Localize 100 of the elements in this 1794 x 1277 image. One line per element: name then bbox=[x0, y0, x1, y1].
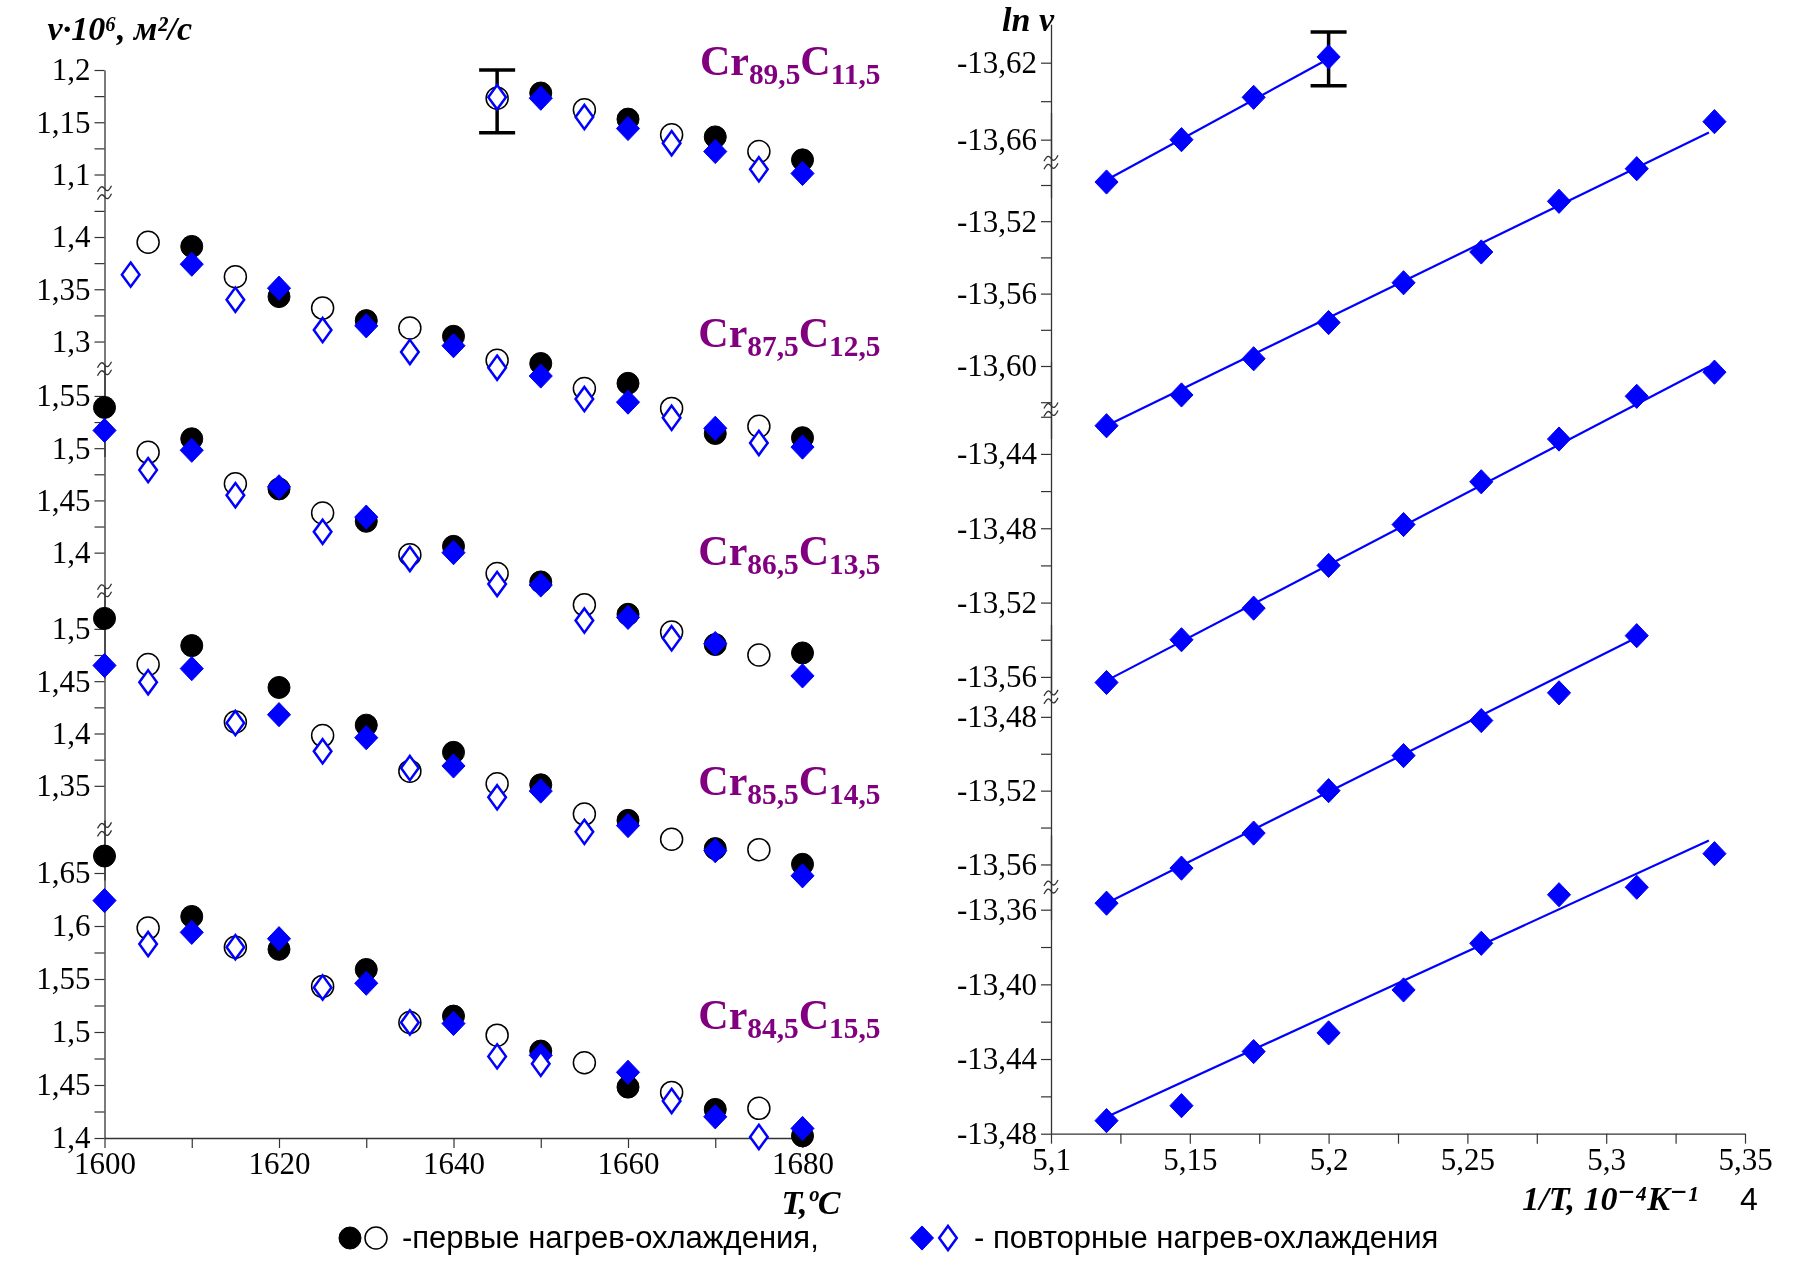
point bbox=[93, 606, 116, 630]
point bbox=[93, 844, 116, 868]
point bbox=[179, 656, 204, 682]
point bbox=[223, 264, 248, 289]
y-tick-label: 1,45 bbox=[36, 1067, 91, 1103]
text: Cr$_{84,5}$C$_{15,5}$ bbox=[698, 992, 881, 1044]
point bbox=[1241, 84, 1266, 110]
y-tick-label: 1,4 bbox=[51, 535, 91, 571]
point bbox=[615, 812, 641, 839]
point bbox=[659, 827, 684, 851]
point bbox=[790, 863, 815, 889]
point bbox=[1546, 188, 1572, 214]
point bbox=[179, 251, 204, 277]
x-tick-label: 1640 bbox=[423, 1146, 485, 1182]
y-tick-label: 1,2 bbox=[51, 52, 91, 88]
point bbox=[748, 429, 769, 457]
point bbox=[703, 1104, 728, 1130]
point bbox=[354, 313, 379, 339]
point bbox=[398, 316, 422, 340]
point bbox=[399, 545, 420, 573]
point bbox=[179, 437, 204, 463]
point bbox=[574, 385, 595, 413]
point bbox=[138, 930, 159, 958]
y-tick-label: -13,52 bbox=[956, 203, 1037, 239]
point bbox=[1469, 707, 1494, 734]
y-tick-label: -13,44 bbox=[956, 1041, 1038, 1077]
x-axis-title: 1/T, 10⁻⁴K⁻¹ bbox=[1522, 1179, 1698, 1217]
point bbox=[1391, 270, 1416, 296]
point bbox=[703, 415, 728, 441]
point bbox=[312, 518, 333, 546]
point bbox=[615, 389, 641, 415]
point bbox=[1169, 627, 1194, 653]
y-tick-label: 1,5 bbox=[51, 611, 91, 647]
point bbox=[312, 316, 333, 344]
point bbox=[1702, 841, 1727, 867]
y-tick-label: 1,55 bbox=[36, 961, 91, 997]
point bbox=[528, 363, 553, 389]
point bbox=[748, 155, 769, 183]
point bbox=[615, 115, 641, 142]
point bbox=[180, 634, 204, 658]
y-tick-label: -13,48 bbox=[956, 510, 1037, 546]
point bbox=[1169, 127, 1194, 153]
point bbox=[266, 275, 292, 301]
point bbox=[1469, 469, 1494, 495]
point bbox=[1241, 346, 1266, 372]
x-axis-title: T,ºC bbox=[781, 1184, 841, 1221]
text: Cr$_{86,5}$C$_{13,5}$ bbox=[698, 528, 881, 580]
point bbox=[574, 607, 595, 634]
y-tick-label: -13,62 bbox=[956, 45, 1037, 81]
point bbox=[703, 138, 728, 165]
point bbox=[1391, 511, 1416, 538]
x-tick-label: 1680 bbox=[772, 1146, 834, 1182]
point bbox=[790, 160, 815, 187]
text: Cr$_{87,5}$C$_{12,5}$ bbox=[698, 310, 881, 362]
point bbox=[138, 668, 159, 696]
y-tick-label: -13,36 bbox=[956, 892, 1037, 928]
point bbox=[616, 371, 640, 395]
y-axis-title: ln v bbox=[1002, 1, 1055, 38]
point bbox=[661, 404, 682, 432]
point bbox=[136, 440, 160, 465]
legend-label: - повторные нагрев-охлаждения bbox=[974, 1220, 1439, 1255]
point bbox=[615, 604, 641, 631]
point bbox=[615, 1059, 641, 1085]
point bbox=[354, 725, 379, 751]
point bbox=[1702, 359, 1727, 385]
point bbox=[747, 643, 771, 667]
text: Cr$_{85,5}$C$_{14,5}$ bbox=[698, 758, 881, 810]
x-tick-label: 5,3 bbox=[1587, 1141, 1627, 1177]
point bbox=[441, 1010, 466, 1037]
point bbox=[1094, 669, 1119, 696]
y-tick-label: 1,45 bbox=[36, 482, 91, 518]
y-tick-label: 1,5 bbox=[51, 430, 91, 466]
point bbox=[572, 802, 597, 826]
point bbox=[1169, 855, 1194, 881]
point bbox=[1546, 680, 1572, 706]
y-tick-label: -13,40 bbox=[956, 966, 1037, 1002]
point bbox=[1316, 778, 1341, 804]
point bbox=[791, 641, 814, 665]
point bbox=[1241, 1038, 1266, 1065]
y-tick-label: -13,52 bbox=[956, 585, 1037, 620]
point bbox=[1469, 930, 1494, 956]
x-tick-label: 1620 bbox=[248, 1146, 311, 1182]
point bbox=[790, 663, 815, 689]
x-tick-label: 5,25 bbox=[1440, 1141, 1496, 1177]
point bbox=[399, 338, 420, 366]
y-tick-label: -13,60 bbox=[956, 348, 1037, 384]
point bbox=[441, 540, 466, 566]
point bbox=[1624, 874, 1649, 900]
y-tick-label: -13,66 bbox=[956, 122, 1037, 158]
point bbox=[441, 753, 466, 779]
point bbox=[441, 333, 466, 359]
point bbox=[485, 1023, 509, 1047]
point bbox=[574, 103, 595, 131]
point bbox=[1094, 890, 1119, 916]
point bbox=[1094, 1108, 1119, 1134]
x-tick-label: 1660 bbox=[597, 1146, 660, 1182]
y-tick-label: 1,45 bbox=[36, 663, 91, 699]
point bbox=[136, 652, 160, 677]
point bbox=[661, 129, 682, 157]
point bbox=[574, 818, 595, 846]
